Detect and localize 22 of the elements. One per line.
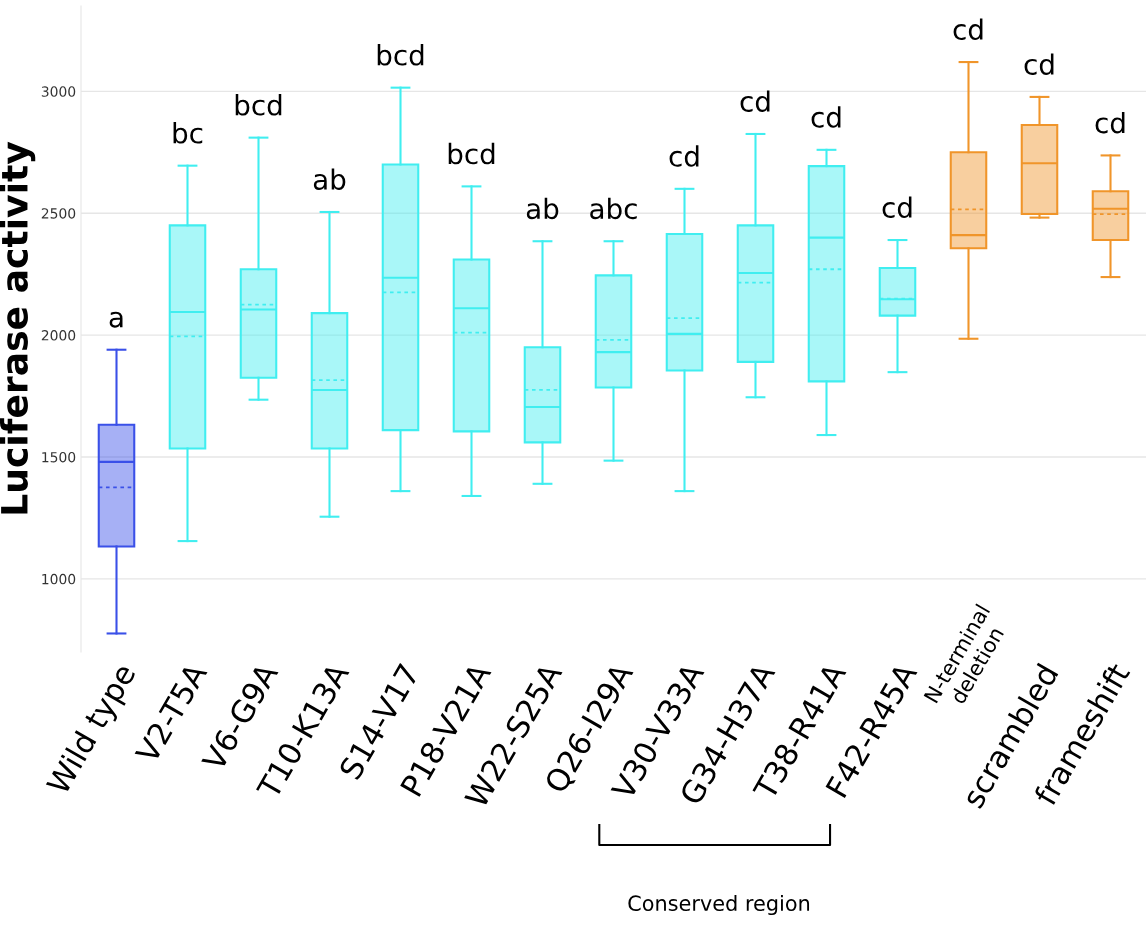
annotation: bcd	[448, 142, 495, 165]
annotation: abc	[590, 197, 637, 220]
annotation: bcd	[377, 44, 424, 66]
y-tick-label: 1500	[42, 451, 76, 463]
annotation: cd	[1024, 53, 1054, 75]
y-tick-label: 3000	[41, 86, 76, 97]
annotation: ab	[313, 168, 346, 190]
annotation: bcd	[235, 94, 282, 116]
text: Conserved region	[628, 894, 810, 916]
y-axis-title: Luciferase activity	[0, 141, 36, 514]
annotation: cd	[740, 90, 770, 112]
annotation: cd	[882, 196, 912, 218]
annotation: cd	[953, 18, 983, 41]
y-tick-label: 2000	[41, 330, 76, 341]
annotation: cd	[1095, 111, 1125, 134]
y-tick-label: 1000	[42, 573, 76, 585]
y-tick-label: 2500	[41, 208, 76, 219]
annotation: bc	[173, 122, 203, 144]
annotation: cd	[811, 106, 841, 128]
annotation: a	[109, 311, 123, 328]
annotation: cd	[669, 145, 699, 167]
annotation: ab	[526, 197, 559, 220]
